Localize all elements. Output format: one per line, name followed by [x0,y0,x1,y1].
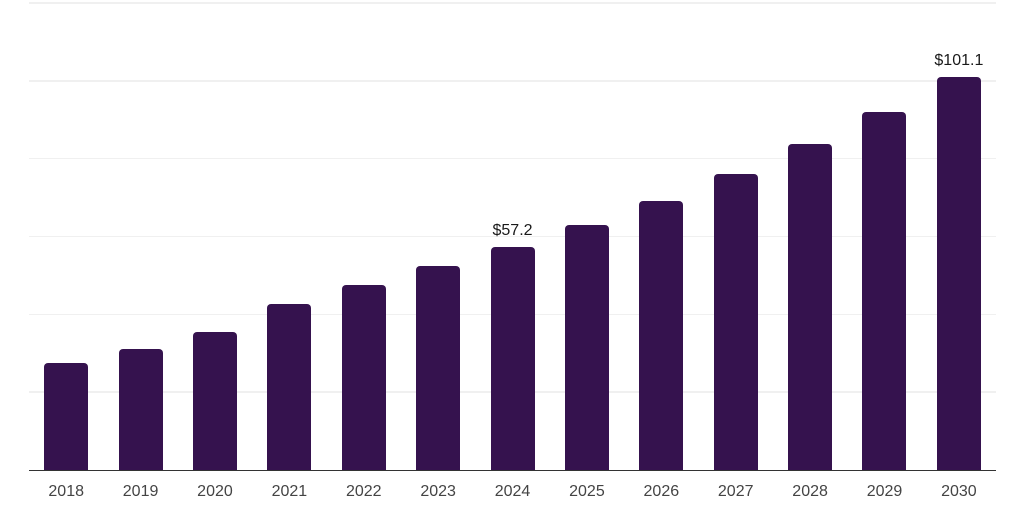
x-tick-label-2019: 2019 [122,483,159,500]
bar-2020 [192,331,237,470]
bar-2028 [788,144,833,470]
x-axis-line [29,469,996,471]
bar-2029 [862,111,907,470]
x-tick-label-2024: 2024 [494,483,531,500]
bar-slot-2027 [699,3,773,470]
x-tick-label-2022: 2022 [345,483,382,500]
x-tick-label-2026: 2026 [643,483,680,500]
bar-2024 [490,247,535,470]
bar-slot-2022 [327,3,401,470]
bar-2025 [564,225,609,470]
bar-slot-2029 [847,3,921,470]
x-tick-label-2025: 2025 [569,483,605,500]
bar-slot-2021 [252,3,326,470]
gridline-60 [29,235,996,238]
x-tick-label-2018: 2018 [48,483,84,500]
bar-slot-2018 [29,3,103,470]
plot-area: $57.2 $101.1 [29,2,996,471]
bar-2023 [416,266,461,470]
bar-2021 [267,303,312,470]
gridline-100 [29,80,996,82]
x-tick-label-2027: 2027 [717,483,754,500]
x-tick-label-2020: 2020 [197,483,233,500]
x-tick-label-2028: 2028 [792,483,828,500]
x-tick-label-2029: 2029 [866,483,903,500]
x-tick-label-2023: 2023 [420,483,456,500]
gridline-120 [29,2,996,4]
bar-slot-2026 [624,3,698,470]
bar-2027 [713,173,758,470]
bar-2019 [118,349,163,470]
bar-value-label-2030: $101.1 [934,51,984,69]
x-tick-label-2030: 2030 [941,483,977,500]
bar-slot-2025 [550,3,624,470]
bar-slot-2023 [401,3,475,470]
bar-2030 [936,76,981,470]
bar-2026 [639,200,684,470]
bar-slot-2024: $57.2 [475,3,549,470]
x-tick-label-2021: 2021 [271,483,308,500]
bar-slot-2020 [178,3,252,470]
bar-2022 [341,285,386,470]
x-axis-labels: 2018 2019 2020 2021 2022 2023 2024 2025 2026 2027… [29,482,996,504]
bar-value-label-2024: $57.2 [492,222,533,240]
bar-2018 [44,362,89,470]
bar-slot-2028 [773,3,847,470]
gridline-80 [29,157,996,160]
bar-slot-2030: $101.1 [922,3,996,470]
bar-slot-2019 [103,3,177,470]
bars: $57.2 $101.1 [29,3,996,470]
